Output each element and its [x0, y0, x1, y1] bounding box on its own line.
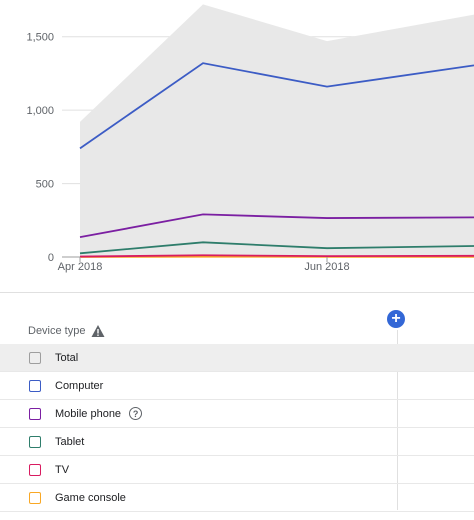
- row-label: Tablet: [55, 435, 85, 448]
- device-line-chart: 0 500 1,000 1,500 Apr 2018 Jun 2018: [26, 4, 474, 273]
- series-line-mobile-phone: [79, 213, 474, 239]
- table-row-tablet[interactable]: Tablet: [0, 428, 474, 456]
- y-tick-label: 500: [36, 179, 54, 191]
- row-label: TV: [55, 463, 70, 476]
- x-tick-label: Apr 2018: [58, 261, 103, 273]
- y-tick-label: 1,500: [26, 32, 54, 44]
- computer-checkbox[interactable]: [29, 379, 41, 392]
- table-row-tv[interactable]: TV: [0, 456, 474, 484]
- warning-icon[interactable]: [91, 324, 105, 338]
- device-type-header: Device type: [28, 324, 105, 338]
- series-line-computer: [79, 62, 474, 150]
- device-type-header-label: Device type: [28, 325, 86, 337]
- row-label: Game console: [55, 491, 126, 504]
- column-divider: [397, 330, 398, 510]
- series-line-tablet: [79, 241, 474, 255]
- game-console-checkbox[interactable]: [29, 491, 41, 504]
- help-icon[interactable]: ?: [129, 407, 143, 420]
- tablet-checkbox[interactable]: [29, 435, 41, 448]
- device-type-table: Total Computer Mobile phone ? Tablet TV …: [0, 344, 474, 512]
- mobile-phone-checkbox[interactable]: [29, 407, 41, 420]
- tv-checkbox[interactable]: [29, 463, 41, 476]
- table-row-game-console[interactable]: Game console: [0, 484, 474, 512]
- row-label: Mobile phone: [55, 407, 122, 420]
- series-line-tv: [79, 254, 474, 258]
- x-tick-label: Jun 2018: [304, 261, 349, 273]
- table-row-total[interactable]: Total: [0, 344, 474, 372]
- add-comparison-button[interactable]: +: [387, 310, 405, 328]
- table-row-computer[interactable]: Computer: [0, 372, 474, 400]
- row-label: Computer: [55, 379, 104, 392]
- total-area: [80, 4, 474, 257]
- chart-table-divider: [0, 292, 474, 293]
- row-label: Total: [55, 351, 79, 364]
- y-tick-label: 0: [48, 252, 54, 264]
- table-row-mobile-phone[interactable]: Mobile phone ?: [0, 400, 474, 428]
- total-checkbox[interactable]: [29, 351, 41, 364]
- y-tick-label: 1,000: [26, 105, 54, 117]
